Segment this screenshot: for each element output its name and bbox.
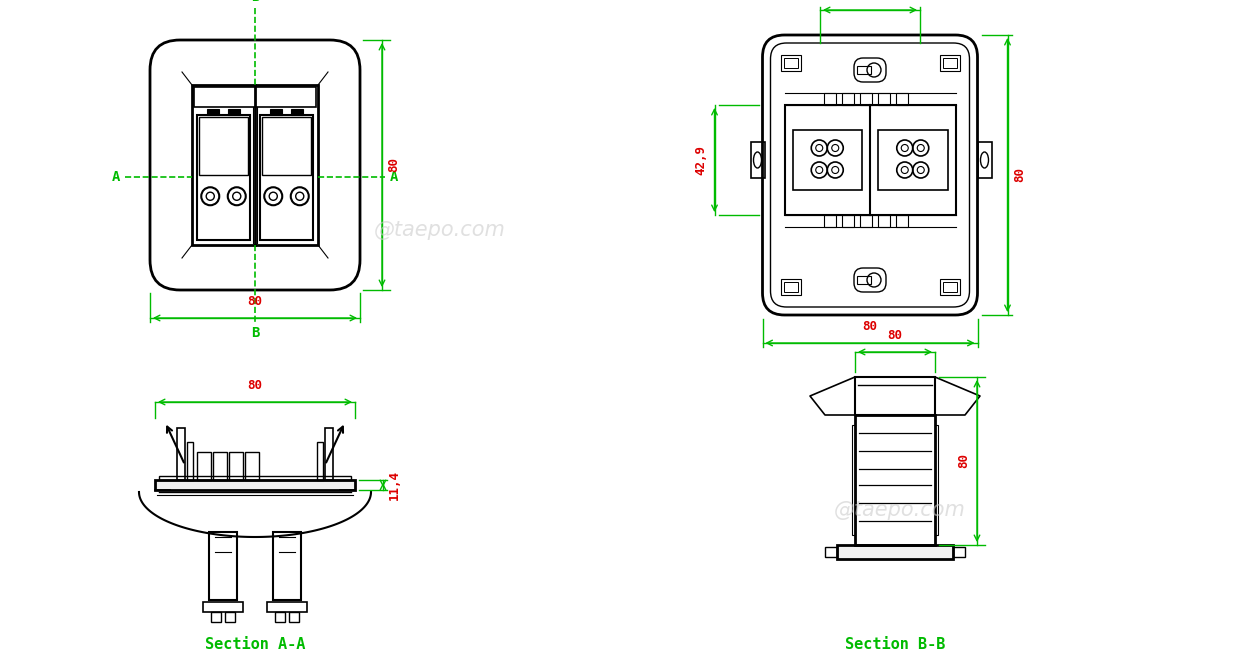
Bar bbox=[856, 415, 935, 545]
Text: 11,4: 11,4 bbox=[388, 470, 401, 500]
Bar bbox=[203, 602, 243, 612]
Bar bbox=[207, 109, 219, 115]
Bar bbox=[155, 480, 355, 490]
Bar bbox=[861, 93, 872, 105]
Bar bbox=[852, 425, 856, 535]
Text: 42,9: 42,9 bbox=[694, 145, 708, 175]
Bar bbox=[229, 452, 243, 480]
Bar bbox=[825, 547, 837, 557]
Bar bbox=[878, 215, 890, 227]
Text: Section A-A: Section A-A bbox=[205, 637, 305, 652]
Text: 80: 80 bbox=[1013, 168, 1027, 182]
Bar bbox=[318, 442, 323, 480]
Bar bbox=[935, 425, 937, 535]
Bar bbox=[751, 142, 765, 178]
Text: B: B bbox=[251, 0, 260, 4]
Text: @taepo.com: @taepo.com bbox=[834, 500, 966, 520]
Bar bbox=[842, 215, 854, 227]
Bar bbox=[824, 93, 835, 105]
Bar bbox=[896, 215, 908, 227]
Bar bbox=[878, 93, 890, 105]
Bar bbox=[199, 117, 248, 174]
Bar bbox=[940, 279, 960, 295]
Bar bbox=[197, 452, 210, 480]
Bar bbox=[953, 547, 965, 557]
Bar bbox=[780, 279, 800, 295]
Bar bbox=[275, 612, 285, 622]
Bar bbox=[780, 55, 800, 71]
Bar bbox=[291, 109, 302, 115]
Bar bbox=[857, 66, 871, 74]
Text: 80: 80 bbox=[887, 329, 902, 342]
Bar bbox=[270, 109, 282, 115]
Bar bbox=[289, 612, 299, 622]
Bar bbox=[837, 545, 953, 559]
Bar bbox=[192, 85, 318, 245]
Text: 80: 80 bbox=[958, 454, 970, 468]
Bar bbox=[244, 452, 260, 480]
Bar bbox=[267, 602, 307, 612]
Text: A: A bbox=[112, 170, 120, 184]
Bar bbox=[226, 612, 236, 622]
Bar bbox=[861, 215, 872, 227]
Bar bbox=[842, 93, 854, 105]
Bar bbox=[942, 58, 956, 68]
Bar bbox=[176, 428, 185, 480]
Bar bbox=[213, 452, 227, 480]
Bar bbox=[824, 215, 835, 227]
Bar bbox=[942, 282, 956, 292]
Bar bbox=[978, 142, 992, 178]
Bar bbox=[262, 117, 311, 174]
Bar bbox=[209, 532, 237, 600]
Bar bbox=[784, 282, 798, 292]
Bar bbox=[260, 115, 312, 240]
Bar bbox=[186, 442, 193, 480]
Bar bbox=[273, 532, 301, 600]
Bar bbox=[857, 276, 871, 284]
Bar bbox=[159, 476, 352, 480]
Bar bbox=[878, 130, 948, 190]
Text: 80: 80 bbox=[247, 295, 262, 308]
Text: 80: 80 bbox=[247, 379, 262, 392]
Bar bbox=[784, 58, 798, 68]
Text: B: B bbox=[251, 326, 260, 340]
Text: @taepo.com: @taepo.com bbox=[374, 220, 507, 240]
Bar bbox=[793, 130, 862, 190]
Text: 80: 80 bbox=[863, 320, 877, 333]
Bar bbox=[896, 93, 908, 105]
Bar bbox=[210, 612, 220, 622]
Text: A: A bbox=[391, 170, 398, 184]
Bar bbox=[228, 109, 239, 115]
Bar bbox=[785, 105, 955, 215]
Text: Section B-B: Section B-B bbox=[844, 637, 945, 652]
Bar bbox=[940, 55, 960, 71]
Bar bbox=[325, 428, 333, 480]
Bar bbox=[197, 115, 249, 240]
Bar bbox=[856, 377, 935, 415]
Text: 80: 80 bbox=[387, 157, 399, 172]
Bar bbox=[194, 87, 316, 107]
